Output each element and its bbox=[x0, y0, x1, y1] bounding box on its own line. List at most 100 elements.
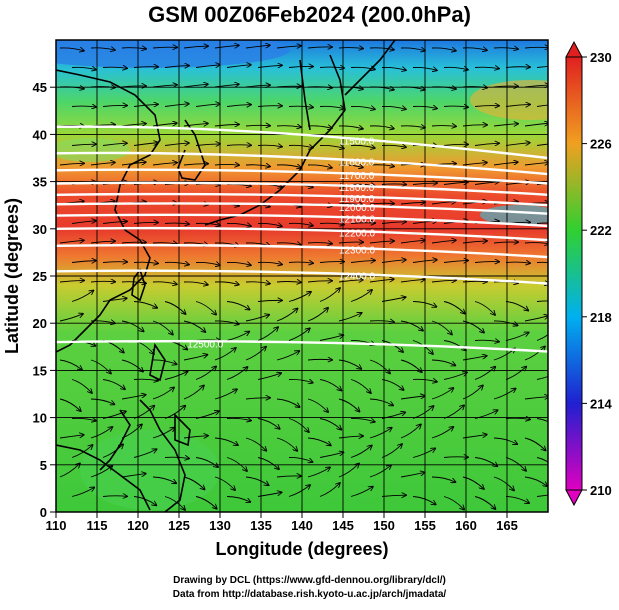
wind-streamline bbox=[102, 105, 127, 106]
y-tick-label: 25 bbox=[33, 269, 47, 284]
x-tick-label: 165 bbox=[496, 518, 518, 533]
wind-streamline bbox=[276, 126, 301, 128]
x-tick-label: 115 bbox=[87, 518, 108, 533]
wind-streamline bbox=[369, 279, 394, 283]
wind-streamline bbox=[474, 262, 499, 263]
x-tick-label: 135 bbox=[250, 518, 272, 533]
wind-streamline bbox=[474, 340, 499, 342]
wind-streamline bbox=[90, 241, 115, 243]
wind-streamline bbox=[505, 262, 530, 263]
wind-streamline bbox=[59, 87, 84, 89]
wind-streamline bbox=[524, 123, 548, 127]
x-tick-label: 120 bbox=[127, 518, 149, 533]
wind-streamline bbox=[276, 309, 297, 322]
wind-streamline bbox=[381, 444, 402, 458]
wind-streamline bbox=[319, 145, 344, 148]
wind-streamline bbox=[319, 262, 344, 263]
wind-streamline bbox=[443, 260, 468, 262]
wind-streamline bbox=[226, 65, 251, 68]
wind-streamline bbox=[431, 48, 456, 51]
wind-streamline bbox=[276, 243, 301, 245]
colorbar-tick-label: 214 bbox=[590, 396, 612, 411]
wind-streamline bbox=[164, 66, 189, 68]
wind-streamline bbox=[245, 45, 270, 49]
wind-streamline bbox=[71, 291, 93, 302]
wind-streamline bbox=[369, 87, 394, 90]
wind-streamline bbox=[90, 427, 112, 439]
wind-streamline bbox=[59, 398, 81, 411]
wind-streamline bbox=[381, 495, 406, 496]
wind-streamline bbox=[257, 145, 282, 147]
wind-streamline bbox=[276, 351, 299, 361]
wind-streamline bbox=[505, 332, 529, 341]
wind-streamline bbox=[443, 405, 464, 419]
wind-streamline bbox=[493, 476, 514, 490]
wind-streamline bbox=[102, 444, 123, 458]
wind-streamline bbox=[338, 436, 363, 438]
wind-streamline bbox=[505, 496, 529, 504]
wind-streamline bbox=[412, 448, 435, 458]
wind-streamline bbox=[183, 386, 204, 400]
y-tick-label: 35 bbox=[33, 175, 47, 190]
x-tick-label: 160 bbox=[455, 518, 477, 533]
wind-streamline bbox=[412, 67, 437, 70]
wind-streamline bbox=[214, 84, 239, 88]
wind-streamline bbox=[152, 163, 177, 165]
x-tick-label: 110 bbox=[46, 518, 67, 533]
wind-streamline bbox=[195, 223, 220, 225]
wind-streamline bbox=[493, 320, 518, 325]
wind-streamline bbox=[493, 437, 517, 444]
wind-streamline bbox=[121, 359, 143, 372]
wind-streamline bbox=[245, 165, 270, 167]
wind-streamline bbox=[164, 457, 189, 458]
wind-streamline bbox=[369, 465, 391, 478]
wind-streamline bbox=[59, 314, 83, 322]
wind-streamline bbox=[257, 300, 282, 301]
wind-streamline bbox=[536, 183, 548, 185]
wind-streamline bbox=[152, 85, 177, 87]
wind-streamline bbox=[183, 46, 208, 48]
x-tick-label: 150 bbox=[373, 518, 395, 533]
wind-streamline bbox=[462, 476, 484, 489]
x-tick-label: 145 bbox=[332, 518, 354, 533]
wind-streamline bbox=[524, 347, 545, 361]
wind-streamline bbox=[536, 300, 548, 302]
wind-streamline bbox=[505, 457, 526, 471]
wind-streamline bbox=[257, 457, 279, 470]
wind-streamline bbox=[133, 379, 158, 380]
wind-streamline bbox=[276, 86, 301, 87]
wind-streamline bbox=[90, 398, 114, 404]
wind-streamline bbox=[474, 182, 499, 185]
colorbar-tick-label: 210 bbox=[590, 483, 612, 498]
wind-streamline bbox=[462, 281, 487, 282]
wind-streamline bbox=[536, 418, 548, 422]
wind-streamline bbox=[443, 182, 468, 184]
x-tick-label: 130 bbox=[209, 518, 231, 533]
wind-streamline bbox=[245, 85, 270, 87]
wind-streamline bbox=[505, 301, 528, 311]
wind-streamline bbox=[164, 223, 189, 224]
wind-streamline bbox=[319, 379, 341, 391]
wind-streamline bbox=[152, 123, 177, 127]
wind-streamline bbox=[381, 260, 406, 263]
contour-line bbox=[56, 151, 548, 176]
wind-streamline bbox=[536, 222, 548, 224]
wind-streamline bbox=[59, 163, 84, 165]
wind-streamline bbox=[245, 398, 270, 399]
wind-streamline bbox=[474, 496, 495, 510]
wind-streamline bbox=[524, 47, 548, 48]
wind-streamline bbox=[462, 48, 487, 50]
wind-streamline bbox=[257, 106, 282, 107]
credit-drawing: Drawing by DCL (https://www.gfd-dennou.o… bbox=[173, 575, 446, 586]
wind-streamline bbox=[288, 418, 309, 433]
wind-streamline bbox=[276, 437, 297, 451]
wind-streamline bbox=[319, 288, 340, 302]
wind-streamline bbox=[121, 242, 146, 243]
wind-streamline bbox=[71, 445, 93, 458]
wind-streamline bbox=[71, 379, 92, 393]
wind-streamline bbox=[381, 67, 406, 70]
wind-streamline bbox=[121, 424, 142, 439]
wind-streamline bbox=[90, 87, 115, 88]
wind-streamline bbox=[381, 145, 406, 147]
